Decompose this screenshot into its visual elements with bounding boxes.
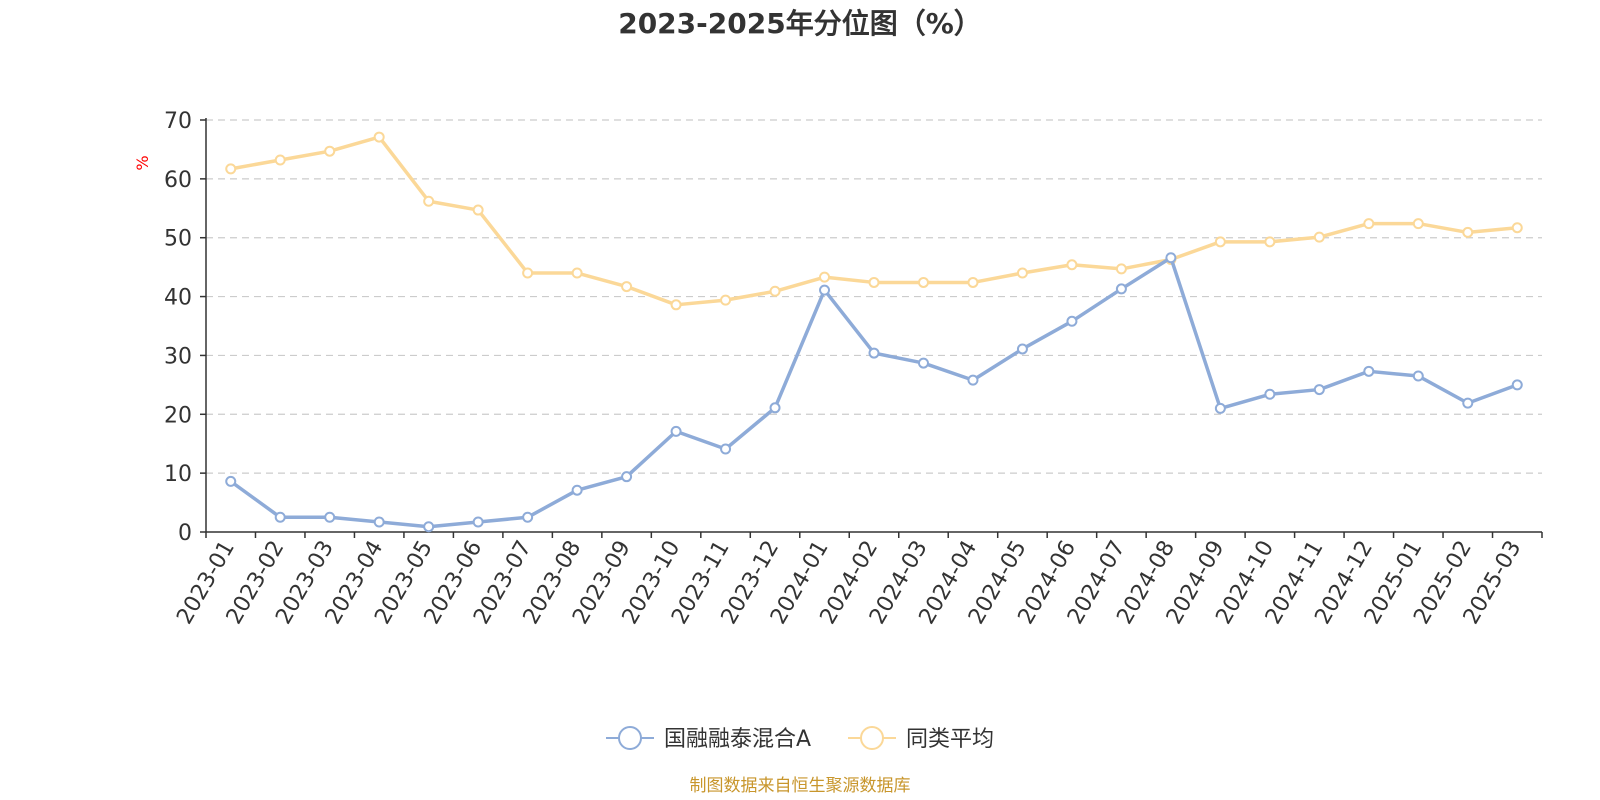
data-point [720,443,732,455]
legend-label: 国融融泰混合A [664,727,811,752]
y-tick-label: 10 [164,462,192,487]
legend-label: 同类平均 [906,727,994,752]
data-point [819,271,831,283]
data-point [1016,343,1028,355]
data-point [967,276,979,288]
data-point [225,163,237,175]
data-point [1462,397,1474,409]
data-point [670,425,682,437]
series-同类平均 [225,131,1523,311]
y-tick-label: 40 [164,286,192,311]
data-point [621,471,633,483]
data-point [1115,283,1127,295]
data-point [917,357,929,369]
data-point [423,195,435,207]
data-point [1363,365,1375,377]
data-point [423,521,435,533]
data-point [1313,231,1325,243]
data-point [819,284,831,296]
data-point [1462,226,1474,238]
y-tick-label: 20 [164,403,192,428]
data-point [1511,222,1523,234]
data-point [1412,370,1424,382]
y-axis: 0 10 20 30 40 50 60 70 [164,109,207,546]
data-point [522,511,534,523]
data-point [1115,263,1127,275]
data-point [1066,259,1078,271]
legend-marker [618,726,642,750]
data-point [917,276,929,288]
data-point [1412,218,1424,230]
data-point [621,281,633,293]
series-layer [225,131,1523,533]
y-axis-unit-label: % [133,155,152,170]
data-point [571,484,583,496]
series-line [228,255,1520,529]
data-point [324,145,336,157]
data-point [472,516,484,528]
data-point [1214,236,1226,248]
data-point [1511,379,1523,391]
data-point [1066,315,1078,327]
series-国融融泰混合A [225,252,1523,533]
data-point [324,511,336,523]
data-point [1016,267,1028,279]
data-point [1214,402,1226,414]
data-point [769,285,781,297]
grid-lines [206,119,1542,474]
y-tick-label: 70 [164,109,192,134]
data-point [373,131,385,143]
data-point [670,299,682,311]
legend[interactable]: 国融融泰混合A 同类平均 [606,726,994,752]
chart-title: 2023-2025年分位图（%） [618,7,982,40]
data-point [967,374,979,386]
data-point [274,154,286,166]
data-point [1264,388,1276,400]
data-point [868,347,880,359]
data-point [274,511,286,523]
data-point [225,475,237,487]
data-point [522,267,534,279]
data-point [373,516,385,528]
data-point [1313,384,1325,396]
data-point [1363,218,1375,230]
legend-item[interactable]: 国融融泰混合A [606,726,811,752]
x-axis: 2023-012023-022023-032023-042023-052023-… [172,531,1543,629]
source-note: 制图数据来自恒生聚源数据库 [690,776,911,796]
data-point [1264,236,1276,248]
data-point [769,402,781,414]
y-tick-label: 0 [178,521,192,546]
y-tick-label: 30 [164,344,192,369]
legend-marker [860,726,884,750]
legend-item[interactable]: 同类平均 [848,726,994,752]
data-point [472,204,484,216]
y-tick-label: 60 [164,168,192,193]
data-point [571,267,583,279]
y-tick-label: 50 [164,227,192,252]
data-point [1165,252,1177,264]
data-point [868,276,880,288]
data-point [720,294,732,306]
